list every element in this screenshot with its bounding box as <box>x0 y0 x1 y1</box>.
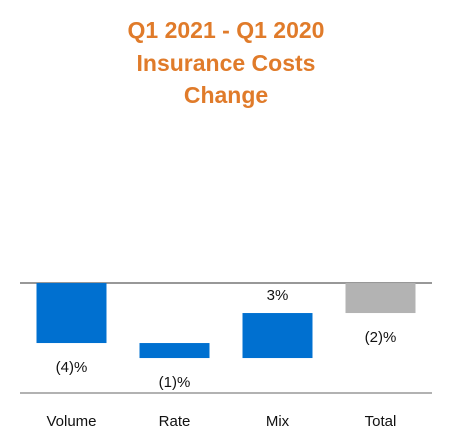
bar <box>345 283 416 314</box>
bar <box>139 343 210 359</box>
data-label: (1)% <box>159 374 191 391</box>
data-label: 3% <box>267 287 289 304</box>
data-label: (4)% <box>56 359 88 376</box>
x-tick-label: Volume <box>46 413 96 430</box>
chart-title: Insurance Costs <box>137 50 316 76</box>
bar <box>36 283 107 344</box>
x-tick-label: Total <box>365 413 397 430</box>
chart-title: Q1 2021 - Q1 2020 <box>128 17 325 43</box>
bar <box>242 313 313 359</box>
data-label: (2)% <box>365 329 397 346</box>
x-tick-label: Mix <box>266 413 290 430</box>
x-tick-label: Rate <box>159 413 191 430</box>
chart-title: Change <box>184 82 268 108</box>
